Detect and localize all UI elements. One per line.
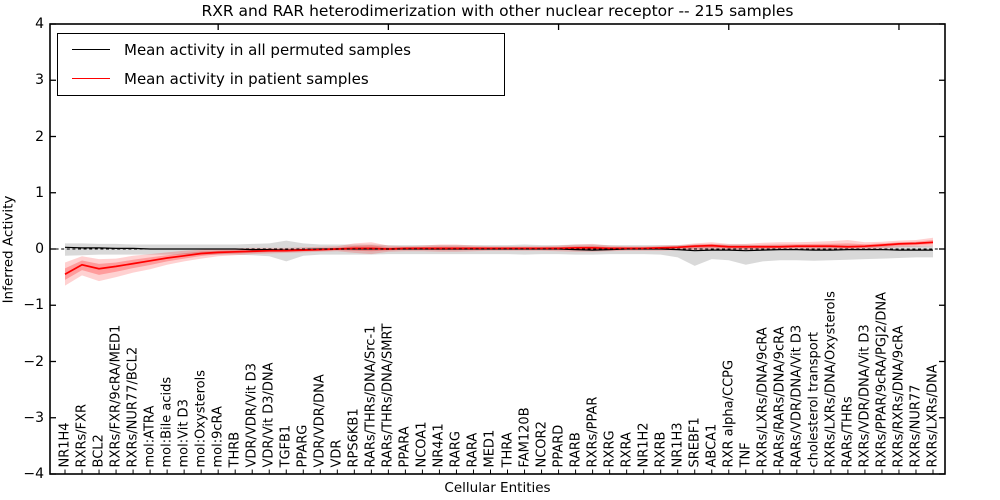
x-tick-label: RARs/THRs [840,396,856,468]
y-tick-label: −1 [23,297,44,314]
y-tick-label: 0 [35,241,44,257]
x-tick-label: RXRB [653,431,669,468]
x-tick-label: RXRG [602,430,618,468]
x-tick-label: PPARG [295,424,311,468]
chart-title: RXR and RAR heterodimerization with othe… [201,2,794,20]
x-tick-label: RXRs/VDR/DNA/Vit D3 [857,324,873,468]
x-tick-label: RARs/THRs/DNA/Src-1 [363,325,379,468]
x-tick-label: ABCA1 [704,423,720,468]
x-tick-label: PPARA [397,426,413,468]
x-tick-label: NR1H4 [57,422,73,468]
legend-label: Mean activity in patient samples [124,69,369,88]
legend-entry-patient: Mean activity in patient samples [58,64,369,93]
permuted-line-sample [72,49,110,50]
x-tick-label: RPS6KB1 [346,408,362,468]
x-tick-label: RXRA [619,432,635,468]
x-tick-label: THRB [227,431,243,468]
x-tick-label: RXRs/PPAR/9cRA/PGJ2/DNA [874,292,890,468]
x-tick-label: mol:Oxysterols [193,370,209,468]
x-tick-label: RARA [465,432,481,468]
x-tick-label: BCL2 [91,434,107,468]
x-tick-label: RXRs/NUR77/BCL2 [125,346,141,468]
x-tick-label: VDR/VDR/Vit D3 [244,363,260,468]
x-tick-label: NR1H2 [636,422,652,468]
y-tick-label: 4 [35,16,44,32]
x-tick-label: RARs/THRs/DNA/SMRT [380,323,396,468]
x-tick-label: mol:ATRA [142,405,158,468]
y-tick-label: 1 [35,184,44,201]
x-tick-label: RXRs/LXRs/DNA/Oxysterols [823,291,839,468]
x-tick-label: NCOA1 [414,421,430,468]
x-tick-label: RARB [568,432,584,468]
x-tick-label: RXRs/LXRs/DNA [925,364,941,468]
x-tick-label: mol:Vit D3 [176,399,192,468]
x-tick-label: RXRs/RXRs/DNA/9cRA [891,325,907,468]
x-tick-label: RARs/VDR/DNA/Vit D3 [789,324,805,468]
legend-entry-permuted: Mean activity in all permuted samples [58,35,411,64]
x-tick-label: NR1H3 [670,422,686,468]
x-tick-label: RXR alpha/CCPG [721,359,737,468]
x-tick-label: NCOR2 [534,421,550,468]
x-tick-label: FAM120B [517,407,533,468]
permuted-band [65,240,933,266]
x-tick-label: VDR/VDR/DNA [312,374,328,468]
x-tick-label: RXRs/FXR [74,403,90,468]
x-tick-label: RXRs/LXRs/DNA/9cRA [755,327,771,468]
x-tick-label: NR4A1 [431,423,447,468]
x-tick-label: RXRs/PPAR [585,396,601,468]
x-tick-label: mol:9cRA [210,406,226,468]
x-axis-label: Cellular Entities [444,480,551,496]
y-tick-label: −2 [23,353,44,370]
x-tick-label: mol:Bile acids [159,376,175,468]
patient-line-sample [72,78,110,79]
y-tick-label: 3 [35,72,44,89]
x-tick-label: RARs/RARs/DNA/9cRA [772,326,788,468]
x-tick-label: MED1 [482,429,498,468]
x-tick-label: VDR [329,439,345,468]
legend-label: Mean activity in all permuted samples [124,40,411,59]
y-tick-label: −3 [23,409,44,426]
x-tick-label: RXRs/NUR77 [908,384,924,468]
x-tick-label: VDR/Vit D3/DNA [261,362,277,468]
x-tick-label: TGFB1 [278,424,294,468]
x-tick-label: PPARD [551,424,567,468]
x-tick-label: TNF [738,442,754,468]
x-tick-label: RXRs/FXR/9cRA/MED1 [108,324,124,468]
x-tick-label: RARG [448,430,464,468]
legend: Mean activity in all permuted samples Me… [57,33,505,96]
x-tick-label: cholesterol transport [806,331,822,468]
y-tick-label: 2 [35,128,44,145]
y-tick-label: −4 [23,466,44,482]
patient-mean-line [64,241,934,276]
x-tick-label: THRA [500,432,515,468]
x-tick-label: SREBF1 [687,417,703,468]
